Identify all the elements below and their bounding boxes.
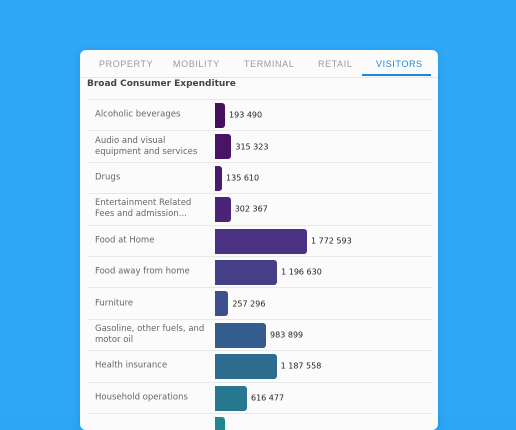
bar-chart: Alcoholic beverages 193 490 Audio and visu… [87, 99, 432, 430]
chart-row [87, 412, 432, 430]
tab-terminal[interactable]: TERMINAL [244, 59, 295, 69]
tab-property[interactable]: PROPERTY [99, 59, 154, 69]
chart-row: Gasoline, other fuels, and motor oil 983 … [87, 318, 432, 350]
chart-panel: PROPERTY MOBILITY TERMINAL RETAIL VISITO… [80, 50, 438, 430]
bar-value-label: 616 477 [250, 393, 285, 403]
active-tab-indicator [362, 74, 431, 76]
bar[interactable] [215, 103, 226, 128]
section-title: Broad Consumer Expenditure [87, 79, 236, 89]
tab-visitors[interactable]: VISITORS [376, 59, 423, 69]
chart-row: Drugs 135 610 [87, 161, 432, 193]
bar[interactable] [215, 322, 267, 348]
bar[interactable] [215, 197, 231, 223]
category-label: Food at Home [95, 235, 155, 246]
chart-row: Alcoholic beverages 193 490 [87, 99, 432, 130]
category-label: Audio and visual equipment and services [95, 135, 198, 157]
chart-row: Food at Home 1 772 593 [87, 224, 432, 256]
category-label: Drugs [95, 172, 121, 183]
tab-bar: PROPERTY MOBILITY TERMINAL RETAIL VISITO… [80, 50, 438, 78]
bar[interactable] [215, 228, 307, 254]
bar[interactable] [215, 291, 229, 317]
bar-value-label: 1 196 630 [281, 267, 322, 277]
bar-value-label: 135 610 [226, 173, 260, 183]
bar[interactable] [215, 416, 225, 430]
chart-row: Entertainment Related Fees and admission… [87, 193, 432, 224]
bar[interactable] [215, 165, 223, 191]
bar[interactable] [215, 385, 247, 411]
category-label: Household operations [95, 392, 188, 403]
chart-row: Food away from home 1 196 630 [87, 255, 432, 287]
bar-value-label: 302 367 [234, 204, 268, 214]
bar-value-label: 257 296 [232, 299, 266, 309]
bar[interactable] [215, 259, 278, 285]
chart-row: Furniture 257 296 [87, 287, 432, 318]
bar-value-label: 1 772 593 [310, 236, 352, 246]
bar-value-label: 983 899 [270, 330, 304, 340]
tab-mobility[interactable]: MOBILITY [173, 59, 220, 69]
category-label: Health insurance [95, 360, 168, 371]
category-label: Furniture [95, 298, 134, 309]
bar-value-label: 193 490 [229, 110, 263, 120]
chart-row: Health insurance 1 187 558 [87, 350, 432, 381]
category-label: Alcoholic beverages [95, 109, 181, 120]
bar[interactable] [215, 134, 232, 160]
category-label: Gasoline, other fuels, and motor oil [95, 323, 205, 345]
bar-value-label: 315 323 [235, 142, 269, 152]
chart-row: Audio and visual equipment and services 3… [87, 130, 432, 161]
tab-retail[interactable]: RETAIL [318, 59, 353, 69]
category-label: Food away from home [95, 266, 190, 277]
bar-value-label: 1 187 558 [280, 361, 322, 371]
category-label: Entertainment Related Fees and admission… [95, 198, 192, 220]
bar[interactable] [215, 354, 277, 380]
chart-row: Household operations 616 477 [87, 381, 432, 413]
